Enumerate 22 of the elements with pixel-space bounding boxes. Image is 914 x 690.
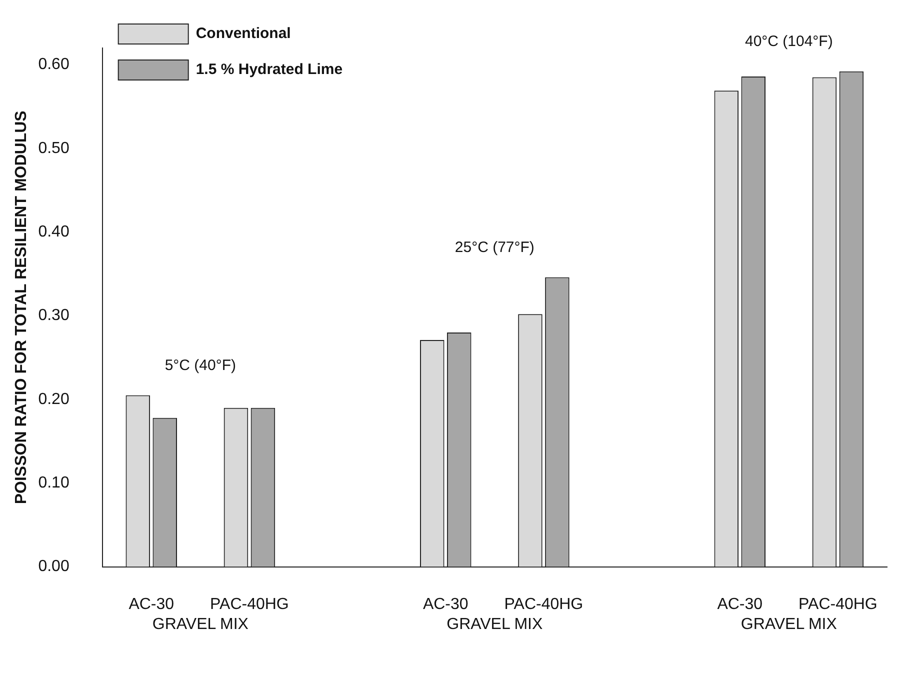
y-tick-label: 0.20 [38, 390, 70, 408]
annotation: 25°C (77°F) [454, 238, 534, 256]
y-tick-label: 0.10 [38, 474, 70, 492]
text: GRAVEL MIX [152, 616, 249, 634]
y-tick-label: 0.30 [38, 307, 70, 324]
y-tick-label: 0.60 [38, 56, 70, 74]
text: GRAVEL MIX [446, 616, 544, 634]
x-tick-label: PAC-40HG [798, 596, 878, 613]
y-axis-title: POISSON RATIO FOR TOTAL RESILIENT MODULUS [13, 110, 30, 504]
legend-label: Conventional [196, 25, 291, 42]
y-tick-label: 0.40 [38, 223, 70, 240]
x-tick-label: PAC-40HG [504, 596, 584, 613]
annotation: 5°C (40°F) [164, 356, 236, 374]
text: GRAVEL MIX [740, 616, 838, 634]
legend-label: 1.5 % Hydrated Lime [196, 61, 343, 78]
x-tick-label: PAC-40HG [210, 596, 289, 613]
y-tick-label: 0.00 [38, 558, 70, 576]
x-tick-label: AC-30 [422, 596, 468, 613]
annotation: 40°C (104°F) [744, 33, 833, 50]
y-tick-label: 0.50 [38, 140, 70, 157]
x-tick-label: AC-30 [128, 596, 174, 613]
x-tick-label: AC-30 [717, 596, 763, 613]
